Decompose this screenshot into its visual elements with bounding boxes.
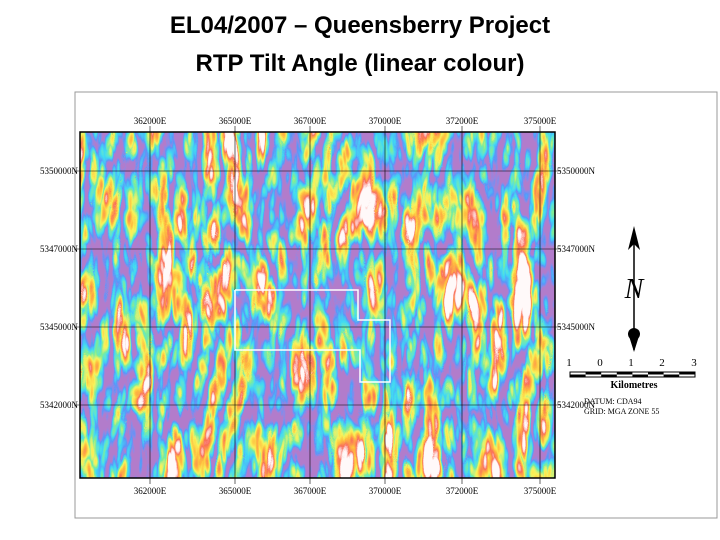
northing-label: 5347000N: [557, 244, 596, 254]
scale-segment: [601, 374, 617, 377]
project-outline: [234, 289, 391, 383]
scale-tick-label: 3: [691, 357, 697, 369]
scale-segment: [585, 372, 602, 375]
scale-segment: [570, 374, 586, 377]
grid-system: GRID: MGA ZONE 55: [584, 407, 659, 416]
scale-bar: 1 0 1 2 3: [566, 357, 697, 378]
frame: [74, 91, 718, 519]
scale-segment: [616, 372, 633, 375]
easting-label: 370000E: [369, 486, 402, 496]
easting-label: 367000E: [294, 116, 327, 126]
easting-label: 372000E: [446, 116, 479, 126]
scale-segment: [679, 372, 695, 375]
subtitle: RTP Tilt Angle (linear colour): [195, 50, 525, 77]
datum: DATUM: CDA94: [584, 397, 642, 406]
easting-label: 365000E: [219, 116, 252, 126]
northing-label: 5350000N: [40, 166, 79, 176]
easting-label: 375000E: [524, 116, 557, 126]
easting-label: 362000E: [134, 486, 167, 496]
northing-label: 5347000N: [40, 244, 79, 254]
raster: [80, 132, 555, 478]
scale-tick-label: 0: [597, 357, 603, 369]
northing-label: 5342000N: [557, 400, 596, 410]
easting-label: 367000E: [294, 486, 327, 496]
map-border: [79, 131, 556, 479]
north-arrow: [628, 226, 640, 352]
northing-label: 5345000N: [40, 322, 79, 332]
scale-tick-label: 1: [628, 357, 634, 369]
easting-label: 365000E: [219, 486, 252, 496]
scale-tick-label: 1: [566, 357, 572, 369]
grid: 362000E 362000E 365000E 365000E 367000E 36700…: [40, 116, 596, 496]
easting-label: 370000E: [369, 116, 402, 126]
northing-label: 5350000N: [557, 166, 596, 176]
scale-segment: [663, 374, 680, 377]
easting-label: 362000E: [134, 116, 167, 126]
easting-label: 372000E: [446, 486, 479, 496]
scale-tick-label: 2: [659, 357, 665, 369]
easting-label: 375000E: [524, 486, 557, 496]
northing-label: 5345000N: [557, 322, 596, 332]
title: EL04/2007 – Queensberry Project: [169, 12, 551, 39]
northing-label: 5342000N: [40, 400, 79, 410]
scale-segment: [632, 374, 648, 377]
north-label: N: [624, 274, 645, 305]
scale-unit: Kilometres: [610, 380, 657, 391]
scale-segment: [648, 372, 664, 375]
